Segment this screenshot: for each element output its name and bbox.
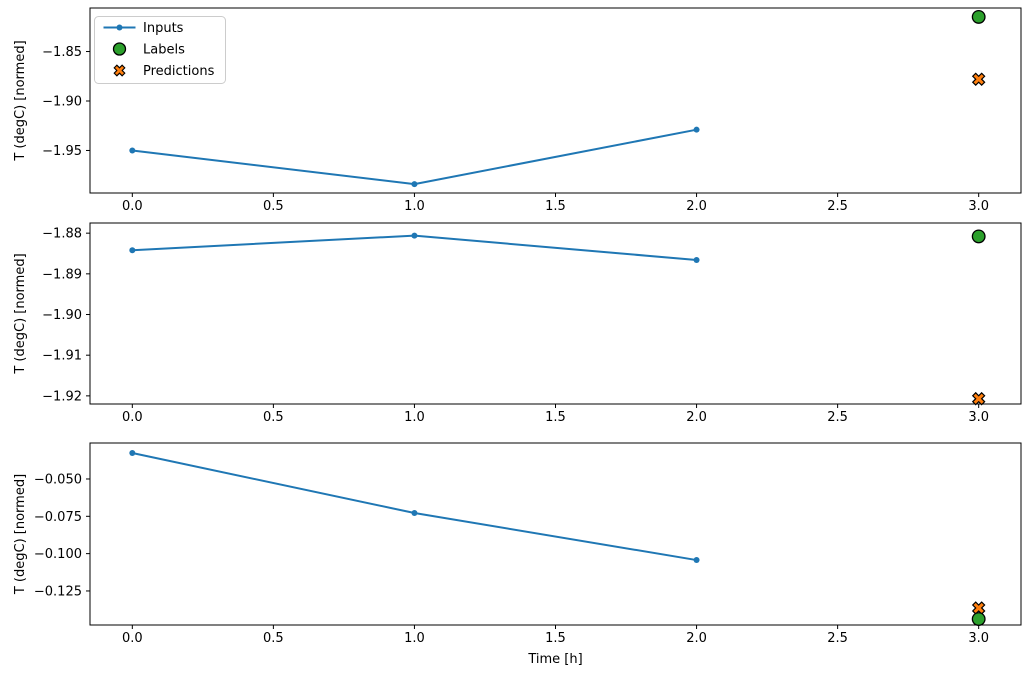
y-tick-label: −1.89 [42,267,82,282]
y-axis-label: T (degC) [normed] [13,40,28,161]
y-tick-label: −1.88 [42,227,82,242]
x-tick-label: 3.0 [968,199,989,214]
x-tick-label: 0.5 [263,410,284,425]
inputs-marker [693,257,700,264]
x-tick-label: 1.0 [404,410,425,425]
inputs-marker [129,247,136,254]
x-tick-label: 2.5 [827,631,848,646]
y-axis-label: T (degC) [normed] [13,474,28,595]
predictions-marker [971,391,986,406]
legend-predictions-icon [113,64,126,77]
legend-label: Inputs [143,21,184,36]
x-tick-label: 0.0 [122,199,143,214]
y-tick-label: −1.95 [42,144,82,159]
labels-marker [971,612,986,626]
x-tick-label: 2.5 [827,410,848,425]
y-tick-label: −0.050 [34,472,82,487]
y-tick-label: −1.90 [42,308,82,323]
x-tick-label: 1.5 [545,199,566,214]
labels-marker [971,229,986,244]
legend-box [94,16,226,84]
x-tick-label: 2.0 [686,631,707,646]
x-tick-label: 1.0 [404,631,425,646]
y-tick-label: −1.91 [42,349,82,364]
x-tick-label: 2.0 [686,410,707,425]
legend-label: Predictions [143,64,215,79]
labels-marker [971,9,986,24]
inputs-marker [411,232,418,239]
inputs-marker [411,510,418,517]
x-tick-label: 0.0 [122,631,143,646]
y-tick-label: −1.92 [42,389,82,404]
legend-label: Labels [143,43,185,58]
y-tick-label: −1.85 [42,45,82,60]
inputs-marker [129,147,136,154]
x-tick-label: 1.5 [545,631,566,646]
x-tick-label: 0.5 [263,631,284,646]
x-tick-label: 0.0 [122,410,143,425]
legend-labels-icon [112,42,127,56]
x-tick-label: 0.5 [263,199,284,214]
x-tick-label: 3.0 [968,631,989,646]
x-tick-label: 2.0 [686,199,707,214]
y-tick-label: −1.90 [42,94,82,109]
y-tick-label: −0.100 [34,547,82,562]
x-tick-label: 2.5 [827,199,848,214]
x-tick-label: 3.0 [968,410,989,425]
predictions-marker [971,72,986,87]
x-tick-label: 1.5 [545,410,566,425]
legend-inputs-icon [116,24,123,31]
inputs-marker [129,450,136,457]
y-axis-label: T (degC) [normed] [13,253,28,374]
x-tick-label: 1.0 [404,199,425,214]
x-axis-label: Time [h] [527,652,582,667]
inputs-marker [693,557,700,564]
y-tick-label: −0.075 [34,510,82,525]
inputs-marker [411,181,418,188]
inputs-marker [693,126,700,133]
y-tick-label: −0.125 [34,584,82,599]
